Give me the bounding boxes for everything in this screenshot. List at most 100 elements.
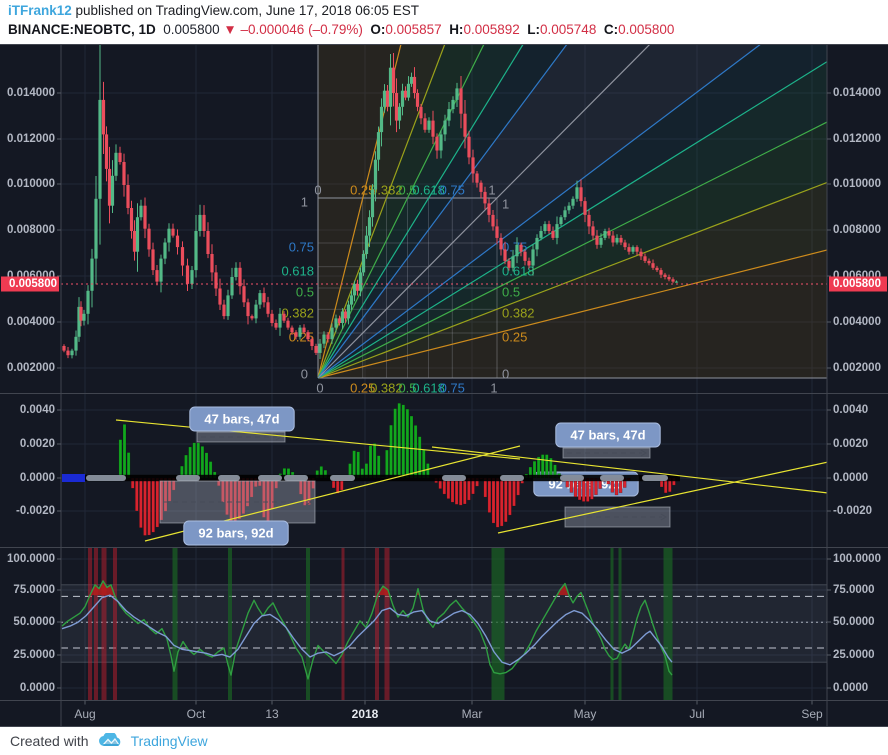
price-tick-label: 0.014000 <box>7 87 55 99</box>
candle-body <box>571 198 575 206</box>
publish-header: iTFrank12 published on TradingView.com, … <box>0 0 888 44</box>
candle-body <box>435 136 439 151</box>
tradingview-logo-icon[interactable] <box>98 733 124 749</box>
candle-body <box>619 237 623 243</box>
candlestick-series <box>62 44 679 360</box>
histogram-bar <box>122 424 127 479</box>
candle-body <box>394 93 399 121</box>
trend-line[interactable] <box>497 461 828 534</box>
bar-count-label-box[interactable] <box>555 422 661 448</box>
bar-count-label-box[interactable] <box>183 520 289 546</box>
bar-count-label-box[interactable] <box>189 406 295 432</box>
candle-body <box>367 217 372 236</box>
price-tick-label: 0.0000 <box>833 682 868 694</box>
candle-body <box>151 249 155 271</box>
candle-body <box>579 187 583 202</box>
candle-body <box>163 242 167 259</box>
zero-line-capsule[interactable] <box>560 475 584 481</box>
zero-line-capsule[interactable] <box>330 475 355 481</box>
zero-line-capsule[interactable] <box>284 475 308 481</box>
green-signal-bar <box>663 547 673 701</box>
last-price: 0.005800 <box>163 22 220 37</box>
time-tick-label: 13 <box>265 707 279 721</box>
candle-body <box>591 226 595 236</box>
histogram-bar <box>139 477 143 529</box>
fan-label: 0.25 <box>350 381 375 396</box>
trend-line[interactable] <box>431 446 828 494</box>
candle-body <box>159 258 163 282</box>
candle-body <box>439 134 443 151</box>
candle-body <box>222 304 226 317</box>
time-tick-label: Sep <box>801 707 823 721</box>
candle-body <box>167 228 171 243</box>
fan-ray <box>317 249 827 379</box>
histogram-bar <box>184 454 188 479</box>
candle-body <box>198 214 202 231</box>
candle-body <box>651 263 655 268</box>
price-tick-label: 0.002000 <box>833 362 881 374</box>
fan-label: 0.382 <box>281 306 314 321</box>
stochastic-panel[interactable] <box>61 547 827 701</box>
histogram-bar <box>499 477 504 527</box>
red-signal-bar <box>341 547 345 701</box>
candle-body <box>667 277 671 280</box>
candle-body <box>382 90 387 107</box>
candle-body <box>282 313 286 321</box>
username-link[interactable]: iTFrank12 <box>8 3 72 18</box>
overbought-fill <box>90 580 115 596</box>
candle-body <box>330 327 334 340</box>
zero-line-capsule[interactable] <box>258 475 282 481</box>
zero-line-capsule[interactable] <box>218 475 240 481</box>
candle-body <box>90 258 94 291</box>
candle-body <box>218 288 222 305</box>
fan-ray <box>317 44 568 379</box>
right-price-axis[interactable] <box>827 44 888 727</box>
fan-label: 0.618 <box>281 263 314 278</box>
candle-body <box>547 224 551 231</box>
left-price-axis[interactable] <box>0 44 61 727</box>
symbol-name[interactable]: BINANCE:NEOBTC, 1D <box>8 22 156 37</box>
candle-body <box>467 136 471 158</box>
candle-body <box>587 214 591 227</box>
candle-body <box>66 350 70 356</box>
candle-body <box>349 295 354 305</box>
current-price-label: 0.005800 <box>9 278 57 290</box>
price-tick-label: 100.0000 <box>833 553 881 565</box>
trend-line[interactable] <box>115 419 521 460</box>
candle-body <box>631 247 635 252</box>
zero-line-capsule[interactable] <box>642 475 668 481</box>
histogram-bar <box>508 477 512 516</box>
fan-label: 0.618 <box>412 381 445 396</box>
histogram-bar <box>467 477 471 501</box>
candle-body <box>527 260 531 266</box>
candle-body <box>451 99 455 110</box>
tradingview-brand-link[interactable]: TradingView <box>130 733 208 749</box>
price-tick-label: 0.0040 <box>20 404 55 416</box>
candle-body <box>376 132 381 160</box>
zero-line-capsule[interactable] <box>442 475 466 481</box>
candle-body <box>431 120 435 137</box>
time-axis-strip[interactable] <box>61 700 827 728</box>
histogram-bar <box>192 442 196 479</box>
histogram-bar <box>401 404 406 479</box>
green-signal-bar <box>172 547 178 701</box>
candle-body <box>475 173 479 183</box>
fan-label: 0.5 <box>398 183 416 198</box>
chart-area[interactable]: 0 1 0 1 1 1 0 0 0.25 0.25 0.25 0.25 0.382 0.382 0.382 0… <box>0 44 888 727</box>
zero-line-capsule[interactable] <box>86 475 126 481</box>
candle-body <box>373 159 378 190</box>
price-tick-label: 0.008000 <box>7 224 55 236</box>
candle-body <box>415 93 420 107</box>
candle-body <box>258 293 262 305</box>
down-arrow-icon: ▼ <box>223 22 237 37</box>
histogram-bar <box>352 450 356 479</box>
histogram-bar <box>413 425 418 479</box>
zero-line-capsule[interactable] <box>176 475 200 481</box>
zero-line-capsule[interactable] <box>600 475 624 481</box>
zero-line-capsule[interactable] <box>500 475 524 481</box>
